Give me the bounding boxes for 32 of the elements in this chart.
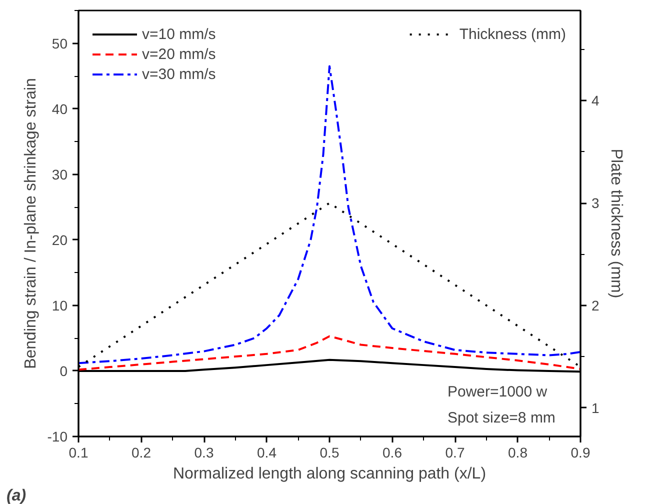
y2-tick-label: 4 xyxy=(592,92,600,109)
x-tick-label: 0.2 xyxy=(132,444,152,460)
x-tick-label: 0.9 xyxy=(570,444,590,460)
annotation: Power=1000 w xyxy=(447,384,548,400)
y-tick-label: 40 xyxy=(52,100,68,117)
y-tick-label: 20 xyxy=(52,232,68,248)
y2-tick-label: 2 xyxy=(592,297,600,314)
line-series xyxy=(78,335,580,371)
y-tick-label: 10 xyxy=(52,297,68,314)
legend-label: v=10 mm/s xyxy=(142,26,216,42)
legend-label: Thickness (mm) xyxy=(459,26,566,42)
y2-tick-label: 3 xyxy=(592,195,600,212)
legend-label: v=20 mm/s xyxy=(142,46,216,62)
y-axis-title: Bending strain / In-plane shrinkage strain xyxy=(22,78,40,369)
y-tick-label: -10 xyxy=(47,428,68,444)
y2-tick-label: 1 xyxy=(592,400,600,416)
x-axis-title: Normalized length along scanning path (x/L) xyxy=(172,466,486,482)
text: (a) xyxy=(6,488,26,504)
y-tick-label: 30 xyxy=(52,166,68,182)
x-tick-label: 0.5 xyxy=(320,444,340,460)
x-tick-label: 0.8 xyxy=(508,444,528,460)
line-series xyxy=(78,65,580,364)
x-tick-label: 0.7 xyxy=(445,444,465,460)
x-tick-label: 0.1 xyxy=(68,444,88,460)
legend-label: v=30 mm/s xyxy=(142,66,216,82)
y2-axis-title: Plate thickness (mm) xyxy=(607,148,624,298)
y-tick-label: 50 xyxy=(52,35,68,52)
x-tick-label: 0.4 xyxy=(257,444,277,460)
y-tick-label: 0 xyxy=(60,362,68,379)
x-tick-label: 0.6 xyxy=(382,444,402,460)
x-tick-label: 0.3 xyxy=(194,444,214,460)
annotation: Spot size=8 mm xyxy=(447,410,556,426)
